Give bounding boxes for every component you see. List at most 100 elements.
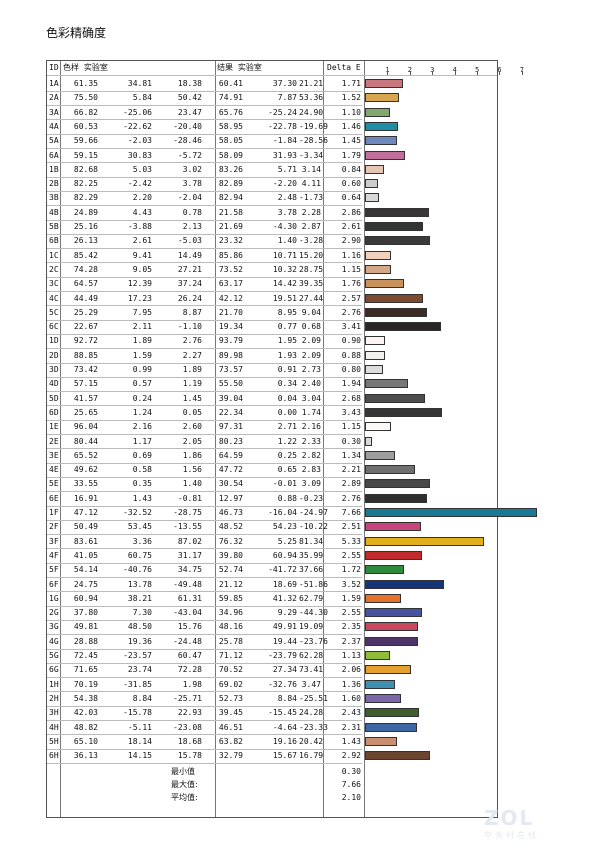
result-lab-value: 15.67: [272, 751, 297, 761]
ref-lab-value: 15.76: [177, 622, 202, 632]
ref-lab-value: 23.74: [127, 665, 152, 675]
delta-e-bar: [365, 593, 401, 603]
table-row: 3C 64.57 12.39 37.24 63.17 14.42 39.35 1.76: [47, 277, 499, 291]
result-lab-value: 46.73: [218, 508, 243, 517]
result-lab-value: 21.12: [218, 579, 243, 589]
result-lab-value: -0.23: [299, 493, 324, 503]
ref-lab-value: -25.06: [123, 107, 152, 117]
patch-id: 1A: [49, 79, 59, 88]
result-lab-value: 2.87: [301, 222, 321, 231]
delta-e-value: 2.76: [341, 493, 361, 503]
patch-id: 2C: [49, 264, 59, 274]
ref-lab-value: 2.05: [182, 436, 202, 446]
delta-e-bar: [365, 708, 420, 718]
result-lab-value: -15.45: [268, 708, 297, 718]
ref-lab-value: -43.04: [173, 608, 202, 618]
delta-e-value: 1.79: [341, 150, 361, 160]
ref-lab-value: -23.08: [173, 722, 202, 732]
ref-lab-value: 66.82: [73, 107, 98, 117]
delta-e-bar: [365, 693, 401, 703]
ref-lab-value: 25.16: [73, 222, 98, 231]
delta-e-bar: [365, 322, 442, 332]
ref-lab-value: 64.57: [73, 279, 98, 289]
delta-e-bar: [365, 565, 404, 575]
divider: [47, 591, 362, 593]
result-lab-value: 2.28: [301, 207, 321, 217]
result-lab-value: 25.78: [218, 636, 243, 646]
table-row: 6A 59.15 30.83 -5.72 58.09 31.93 -3.34 1.79: [47, 149, 499, 163]
x-tick-label: 1: [385, 66, 390, 74]
patch-id: 1F: [49, 508, 59, 517]
result-lab-value: -23.79: [268, 651, 297, 660]
result-lab-value: -1.73: [299, 193, 324, 203]
result-lab-value: 65.76: [218, 107, 243, 117]
ref-lab-value: 65.52: [73, 450, 98, 460]
result-lab-value: -16.04: [268, 508, 297, 517]
ref-lab-value: -3.88: [127, 222, 152, 231]
result-lab-value: 39.80: [218, 550, 243, 560]
divider: [47, 677, 362, 679]
divider: [47, 176, 362, 178]
table-row: 5H 65.10 18.14 18.68 63.82 19.16 20.42 1.43: [47, 735, 499, 749]
table-row: 4A 60.53 -22.62 -20.40 58.95 -22.78 -19.69 1.46: [47, 120, 499, 134]
table-row: 5F 54.14 -40.76 34.75 52.74 -41.72 37.66 1.72: [47, 563, 499, 577]
result-lab-value: 49.91: [272, 622, 297, 632]
divider: [47, 348, 362, 350]
table-row: 2A 75.50 5.84 50.42 74.91 7.87 53.36 1.52: [47, 91, 499, 105]
ref-lab-value: 0.35: [132, 479, 152, 489]
divider: [47, 219, 362, 221]
ref-lab-value: 0.78: [182, 207, 202, 217]
result-lab-value: 81.34: [299, 536, 324, 546]
divider: [47, 705, 362, 707]
delta-e-value: 2.92: [341, 751, 361, 761]
x-tick-label: 6: [497, 66, 502, 74]
x-tick-label: 7: [519, 66, 525, 74]
patch-id: 6D: [49, 407, 59, 417]
patch-id: 1B: [49, 164, 59, 174]
divider: [47, 691, 362, 693]
result-lab-value: 97.31: [218, 422, 243, 432]
ref-lab-value: 17.23: [127, 293, 152, 303]
patch-id: 5E: [49, 479, 59, 489]
table-row: 2F 50.49 53.45 -13.55 48.52 54.23 -10.22 2.51: [47, 520, 499, 534]
divider: [47, 362, 362, 364]
summary-label: 最大值:: [171, 780, 198, 790]
table-row: 2E 80.44 1.17 2.05 80.23 1.22 2.33 0.30: [47, 435, 499, 449]
result-lab-value: 19.09: [299, 622, 324, 632]
header-ref-lab: 色样 实验室: [63, 63, 108, 72]
ref-lab-value: 1.17: [132, 436, 152, 446]
divider: [47, 562, 362, 564]
ref-lab-value: 0.57: [132, 379, 152, 389]
table-row: 4D 57.15 0.57 1.19 55.50 0.34 2.40 1.94: [47, 377, 499, 391]
table-row: 1E 96.04 2.16 2.60 97.31 2.71 2.16 1.15: [47, 420, 499, 434]
patch-id: 1H: [49, 679, 59, 689]
delta-e-value: 1.43: [341, 736, 361, 746]
table-row: 1B 82.68 5.03 3.02 83.26 5.71 3.14 0.84: [47, 163, 499, 177]
result-lab-value: 0.91: [277, 365, 297, 374]
table-row: 4C 44.49 17.23 26.24 42.12 19.51 27.44 2.57: [47, 292, 499, 306]
ref-lab-value: 13.78: [127, 579, 152, 589]
ref-lab-value: 37.80: [73, 608, 98, 618]
result-lab-value: -28.56: [299, 136, 328, 146]
delta-e-value: 2.21: [341, 465, 361, 475]
table-row: 6H 36.13 14.15 15.78 32.79 15.67 16.79 2.92: [47, 749, 499, 763]
ref-lab-value: 2.20: [132, 193, 152, 203]
table-row: 3D 73.42 0.99 1.89 73.57 0.91 2.73 0.80: [47, 363, 499, 377]
table-row: 3F 83.61 3.36 87.02 76.32 5.25 81.34 5.33: [47, 535, 499, 549]
delta-e-value: 2.06: [341, 665, 361, 675]
result-lab-value: 0.00: [277, 407, 297, 417]
x-tick-mark: [521, 71, 523, 75]
ref-lab-value: -5.72: [177, 150, 202, 160]
result-lab-value: -32.76: [268, 679, 297, 689]
ref-lab-value: 49.62: [73, 465, 98, 475]
result-lab-value: 19.34: [218, 322, 243, 332]
delta-e-bar: [365, 651, 391, 660]
delta-e-value: 0.84: [341, 164, 361, 174]
ref-lab-value: -22.62: [123, 121, 152, 131]
ref-lab-value: 0.99: [132, 365, 152, 374]
result-lab-value: 4.11: [301, 179, 321, 189]
ref-lab-value: 18.38: [177, 79, 202, 88]
patch-id: 2D: [49, 350, 59, 360]
ref-lab-value: -2.03: [127, 136, 152, 146]
divider: [364, 61, 365, 817]
